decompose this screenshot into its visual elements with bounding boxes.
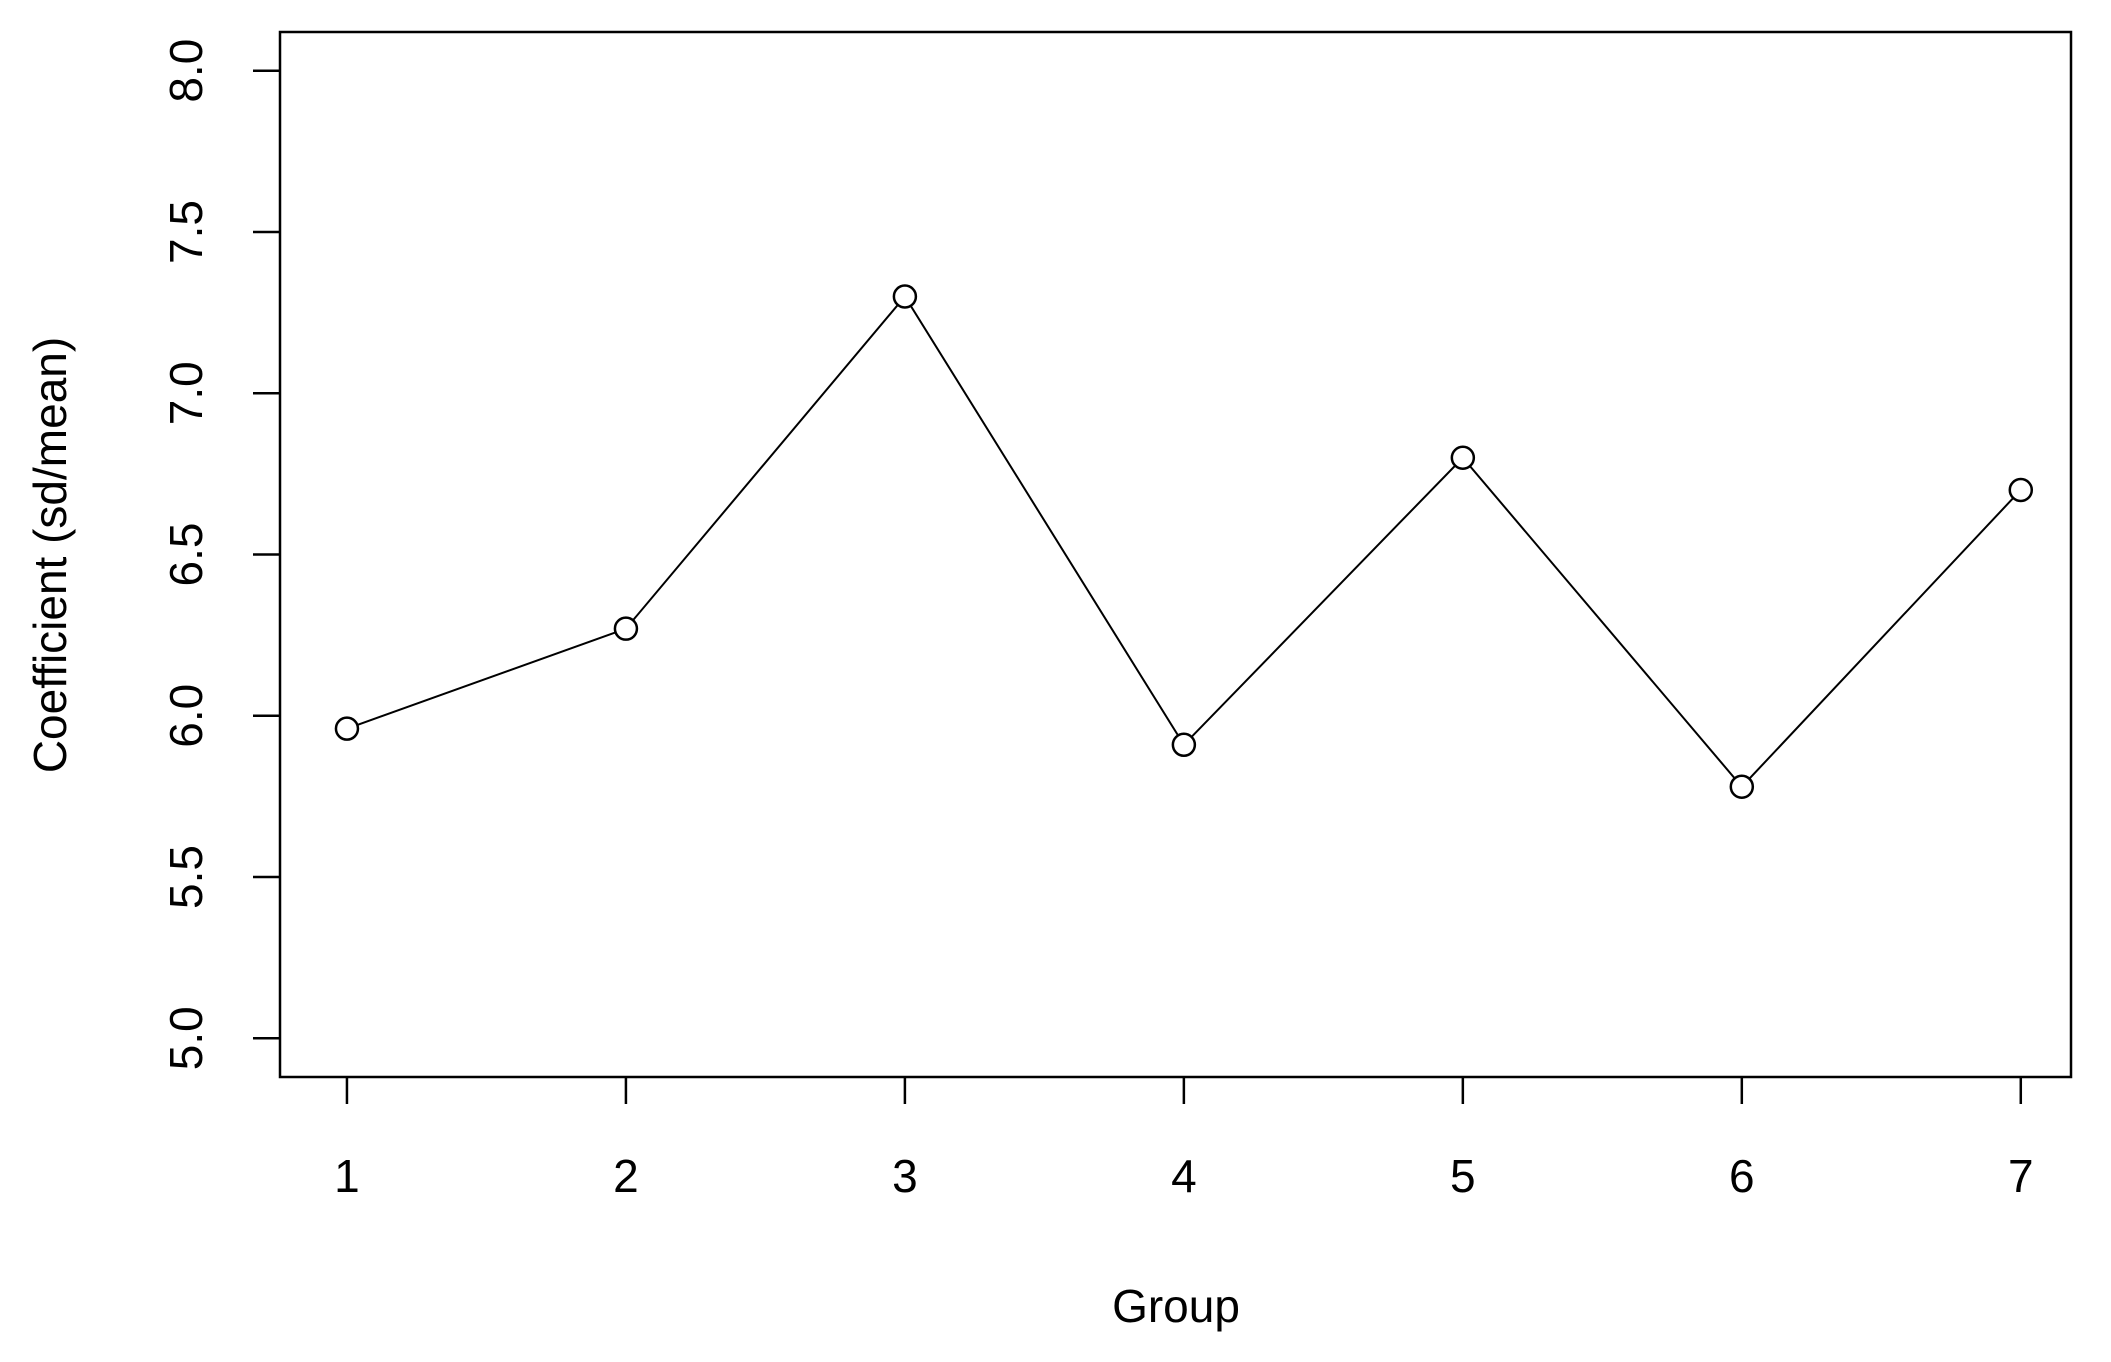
y-tick-label: 7.0	[160, 361, 212, 425]
data-point	[1171, 732, 1197, 758]
y-axis-title: Coefficient (sd/mean)	[24, 337, 76, 773]
x-tick-label: 4	[1171, 1150, 1197, 1202]
y-tick-label: 5.5	[160, 845, 212, 909]
x-tick-label: 1	[334, 1150, 360, 1202]
x-tick-label: 5	[1450, 1150, 1476, 1202]
y-tick-label: 8.0	[160, 39, 212, 103]
y-tick-label: 5.0	[160, 1006, 212, 1070]
x-tick-label: 2	[613, 1150, 639, 1202]
x-axis-title: Group	[1112, 1280, 1240, 1332]
x-tick-label: 6	[1729, 1150, 1755, 1202]
data-point	[892, 284, 918, 309]
x-tick-label: 3	[892, 1150, 918, 1202]
data-point	[1729, 774, 1755, 799]
data-point	[2008, 477, 2034, 503]
data-point	[334, 716, 360, 741]
x-tick-label: 7	[2008, 1150, 2034, 1202]
y-tick-label: 6.0	[160, 684, 212, 748]
plot-frame	[278, 30, 2073, 1079]
data-point	[1450, 445, 1476, 470]
y-tick-label: 7.5	[160, 200, 212, 264]
data-point	[613, 616, 639, 641]
y-tick-label: 6.5	[160, 523, 212, 587]
data-line	[346, 294, 2022, 789]
